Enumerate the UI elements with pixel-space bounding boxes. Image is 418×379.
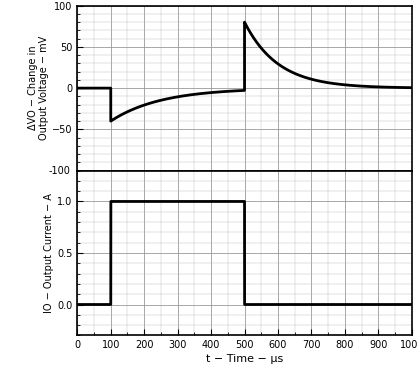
Y-axis label: ΔVO − Change in
Output Voltage − mV: ΔVO − Change in Output Voltage − mV [28, 36, 49, 140]
Y-axis label: IO − Output Current − A: IO − Output Current − A [44, 193, 54, 313]
X-axis label: t − Time − μs: t − Time − μs [206, 354, 283, 365]
Text: -100: -100 [48, 166, 70, 175]
